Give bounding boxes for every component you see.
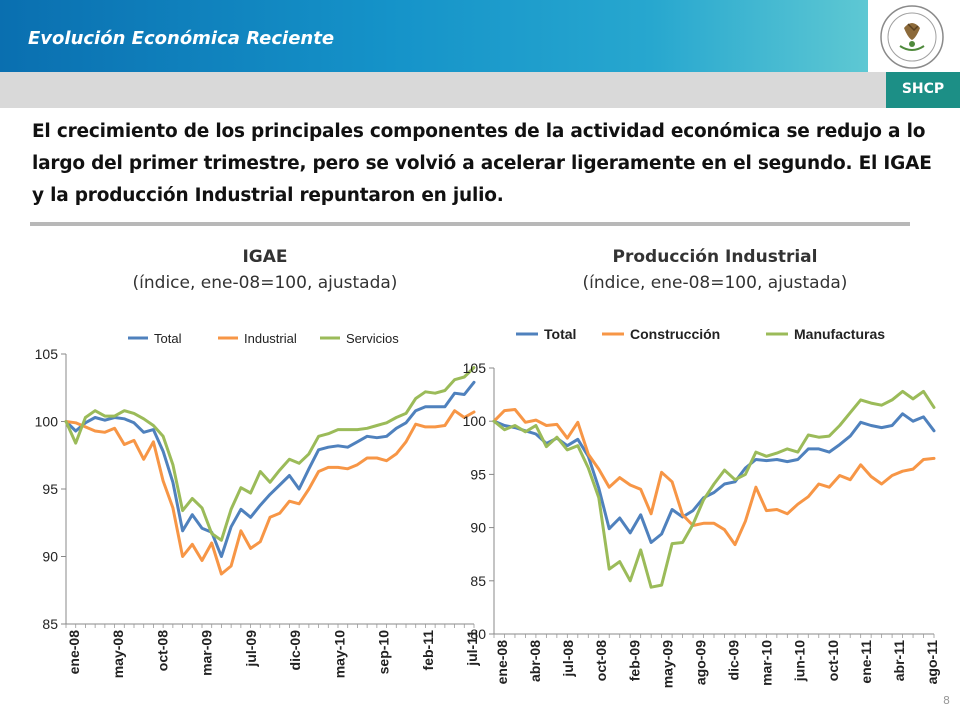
prod-y-tick-label: 85 [470,573,486,589]
prod-x-tick-label: oct-10 [825,640,841,681]
prod-legend-label: Total [544,326,576,342]
igae-y-tick-label: 85 [42,616,58,632]
igae-y-tick-label: 100 [35,414,59,430]
igae-x-tick-label: may-10 [331,630,347,678]
prod-x-tick-label: may-09 [659,640,675,688]
section-title: Evolución Económica Reciente [28,28,335,49]
chart-2-title: Producción Industrial [612,247,818,267]
igae-legend-label: Total [154,331,182,346]
shcp-logo: SHCP [886,72,960,108]
shcp-logo-text: SHCP [901,81,945,97]
prod-x-tick-label: abr-11 [891,640,907,681]
igae-legend-label: Servicios [346,331,399,346]
igae-series-servicios [64,366,476,542]
divider [30,222,910,226]
prod-y-tick-label: 105 [463,360,487,376]
prod-y-tick-label: 95 [470,466,486,482]
igae-legend-label: Industrial [244,331,297,346]
chart-2-subtitle: (índice, ene-08=100, ajustada) [582,273,848,293]
prod-legend-label: Construcción [630,326,720,342]
igae-x-tick-label: may-08 [110,630,126,678]
prod-series-total [492,412,936,544]
igae-x-tick-label: oct-08 [154,630,170,671]
prod-series-manufacturas [492,389,936,589]
page-number: 8 [943,694,950,707]
prod-x-tick-label: ago-11 [924,640,940,685]
igae-x-tick-label: mar-09 [199,630,215,676]
igae-x-tick-label: feb-11 [420,630,436,671]
prod-x-tick-label: oct-08 [593,640,609,681]
igae-series-total [64,380,476,558]
title-bar: Evolución Económica Reciente [0,0,868,72]
prod-x-tick-label: ene-11 [858,640,874,684]
igae-x-tick-label: ene-08 [66,630,82,675]
igae-x-tick-label: jul-11 [464,630,480,667]
prod-series-construcción [492,408,936,547]
prod-legend-label: Manufacturas [794,326,885,342]
igae-y-tick-label: 105 [35,346,59,362]
igae-x-tick-label: jul-09 [243,630,259,668]
prod-y-tick-label: 80 [470,626,486,642]
prod-x-tick-label: ago-09 [692,640,708,685]
national-seal-icon [880,5,944,69]
headline: El crecimiento de los principales compon… [32,121,932,206]
chart-1-subtitle: (índice, ene-08=100, ajustada) [132,273,398,293]
prod-y-tick-label: 100 [463,413,487,429]
igae-x-tick-label: sep-10 [376,630,392,675]
prod-x-tick-label: jul-08 [560,640,576,678]
prod-x-tick-label: dic-09 [726,640,742,681]
prod-x-tick-label: jun-10 [792,640,808,682]
prod-x-tick-label: feb-09 [626,640,642,681]
igae-y-tick-label: 90 [42,549,58,565]
igae-y-tick-label: 95 [42,481,58,497]
igae-x-tick-label: dic-09 [287,630,303,671]
prod-x-tick-label: mar-10 [759,640,775,686]
prod-y-tick-label: 90 [470,520,486,536]
prod-x-tick-label: ene-08 [494,640,510,685]
igae-series-industrial [64,409,476,576]
prod-x-tick-label: abr-08 [527,640,543,682]
chart-1-heading: IGAE (índice, ene-08=100, ajustada) [60,244,470,296]
chart-2-heading: Producción Industrial (índice, ene-08=10… [500,244,930,296]
chart-1-title: IGAE [242,247,288,267]
